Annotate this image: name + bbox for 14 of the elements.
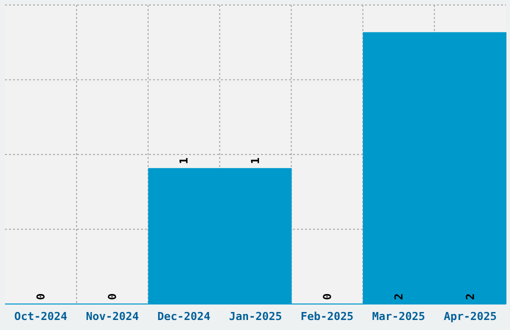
data-label: 1 bbox=[249, 157, 262, 164]
x-tick-label: Oct-2024 bbox=[14, 310, 68, 323]
x-tick-label: Nov-2024 bbox=[86, 310, 140, 323]
x-tick-label: Feb-2025 bbox=[300, 310, 354, 323]
x-tick-label: Apr-2025 bbox=[444, 310, 497, 323]
x-tick-label: Jan-2025 bbox=[229, 310, 282, 323]
x-tick-label: Mar-2025 bbox=[372, 310, 426, 323]
data-label: 2 bbox=[464, 293, 477, 300]
data-label: 1 bbox=[178, 157, 191, 164]
data-label: 0 bbox=[34, 293, 48, 300]
data-label: 2 bbox=[392, 293, 406, 300]
x-tick-label: Dec-2024 bbox=[157, 310, 211, 323]
data-label: 0 bbox=[106, 293, 120, 300]
data-label: 0 bbox=[320, 293, 334, 300]
